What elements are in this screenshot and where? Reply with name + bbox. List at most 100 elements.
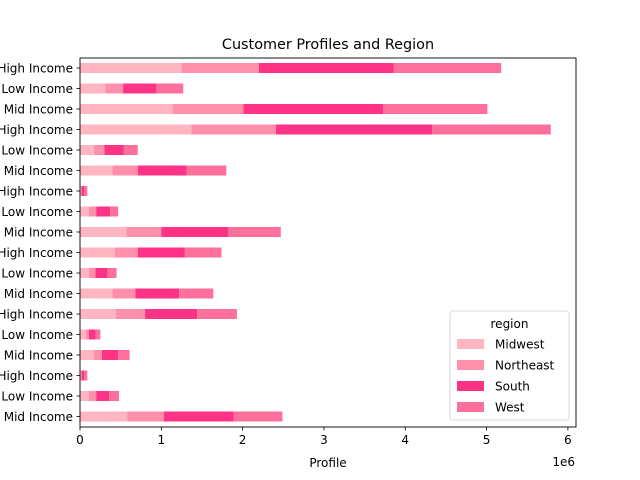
- bar-west-13: [95, 329, 101, 340]
- bar-northeast-9: [114, 247, 138, 258]
- bar-midwest-3: [80, 124, 192, 135]
- bar-south-3: [275, 124, 433, 135]
- legend-label-northeast: Northeast: [495, 359, 555, 373]
- bar-south-10: [95, 268, 108, 278]
- legend-box: [449, 310, 570, 421]
- bar-west-9: [184, 247, 222, 258]
- bar-midwest-8: [80, 227, 127, 237]
- bar-northeast-5: [112, 165, 138, 176]
- chart-title: Customer Profiles and Region: [222, 37, 434, 53]
- bar-midwest-14: [80, 350, 94, 360]
- bar-south-5: [137, 165, 187, 176]
- bar-midwest-9: [80, 247, 115, 258]
- y-tick-label: Mid Income: [4, 164, 73, 178]
- legend: region Midwest Northeast South West: [449, 310, 570, 421]
- y-tick-label: Low Income: [1, 389, 73, 403]
- bar-northeast-8: [126, 227, 162, 237]
- y-tick-label: Mid Income: [4, 102, 73, 116]
- bar-south-7: [96, 206, 111, 217]
- x-tick-label: 1: [157, 433, 165, 447]
- bar-south-13: [88, 329, 96, 340]
- y-tick-label: Low Income: [1, 143, 73, 157]
- bar-northeast-17: [127, 411, 164, 422]
- bar-west-3: [432, 124, 551, 135]
- bar-south-8: [161, 227, 228, 237]
- x-axis-label: Profile: [309, 456, 346, 470]
- bar-south-11: [135, 288, 180, 299]
- bar-midwest-12: [80, 309, 116, 319]
- legend-swatch-midwest: [457, 339, 484, 349]
- bar-west-0: [393, 63, 502, 73]
- bar-northeast-1: [105, 83, 124, 94]
- bar-midwest-4: [80, 145, 94, 155]
- bar-west-7: [110, 206, 119, 217]
- y-tick-label: High Income: [0, 369, 73, 383]
- bar-south-12: [145, 309, 198, 319]
- y-tick-label: Low Income: [1, 266, 73, 280]
- legend-swatch-south: [457, 381, 484, 391]
- y-tick-label: Mid Income: [4, 410, 73, 424]
- bar-northeast-14: [93, 350, 102, 360]
- bar-northeast-4: [93, 145, 105, 155]
- bar-northeast-10: [88, 268, 96, 278]
- y-tick-label: High Income: [0, 307, 73, 321]
- bar-west-1: [156, 83, 184, 94]
- bar-northeast-0: [181, 63, 259, 73]
- y-tick-label: Low Income: [1, 82, 73, 96]
- bar-south-9: [137, 247, 185, 258]
- bar-west-2: [383, 104, 488, 114]
- y-tick-label: High Income: [0, 61, 73, 75]
- y-tick-label: Mid Income: [4, 348, 73, 362]
- x-axis-offset-label: 1e6: [552, 455, 575, 469]
- bar-midwest-11: [80, 288, 113, 299]
- bar-midwest-0: [80, 63, 182, 73]
- bar-west-15: [84, 370, 88, 381]
- bar-south-4: [104, 145, 124, 155]
- x-tick-label: 3: [320, 433, 328, 447]
- bar-south-16: [96, 391, 110, 401]
- bar-northeast-7: [88, 206, 97, 217]
- y-tick-label: Low Income: [1, 328, 73, 342]
- bar-west-12: [197, 309, 237, 319]
- y-tick-label: High Income: [0, 184, 73, 198]
- x-tick-label: 5: [483, 433, 491, 447]
- bar-south-14: [101, 350, 119, 360]
- x-tick-label: 4: [401, 433, 409, 447]
- bar-west-4: [123, 145, 138, 155]
- bar-northeast-6: [80, 186, 82, 196]
- bar-south-6: [81, 186, 85, 196]
- bar-south-17: [163, 411, 234, 422]
- bars: [80, 63, 551, 422]
- legend-swatch-northeast: [457, 360, 484, 370]
- legend-title: region: [491, 317, 529, 331]
- y-tick-label: High Income: [0, 246, 73, 260]
- bar-west-11: [179, 288, 214, 299]
- bar-west-5: [186, 165, 227, 176]
- y-tick-label: Mid Income: [4, 225, 73, 239]
- bar-midwest-10: [80, 268, 89, 278]
- bar-south-2: [243, 104, 384, 114]
- x-tick-label: 2: [239, 433, 247, 447]
- bar-south-15: [81, 370, 85, 381]
- bar-northeast-13: [85, 329, 89, 340]
- bar-northeast-15: [80, 370, 82, 381]
- bar-south-1: [123, 83, 157, 94]
- y-axis: High Income Low Income Mid Income High Inco…: [0, 61, 80, 424]
- bar-northeast-16: [88, 391, 97, 401]
- bar-midwest-17: [80, 411, 128, 422]
- bar-midwest-13: [80, 329, 86, 340]
- bar-midwest-2: [80, 104, 173, 114]
- x-tick-label: 6: [564, 433, 572, 447]
- bar-west-6: [84, 186, 88, 196]
- legend-label-midwest: Midwest: [495, 338, 545, 352]
- bar-west-17: [233, 411, 283, 422]
- bar-south-0: [258, 63, 394, 73]
- legend-label-south: South: [495, 380, 530, 394]
- plot-frame: [79, 57, 577, 428]
- y-tick-label: Mid Income: [4, 287, 73, 301]
- bar-northeast-11: [112, 288, 136, 299]
- bar-west-14: [118, 350, 130, 360]
- bar-northeast-3: [191, 124, 276, 135]
- bar-west-16: [109, 391, 120, 401]
